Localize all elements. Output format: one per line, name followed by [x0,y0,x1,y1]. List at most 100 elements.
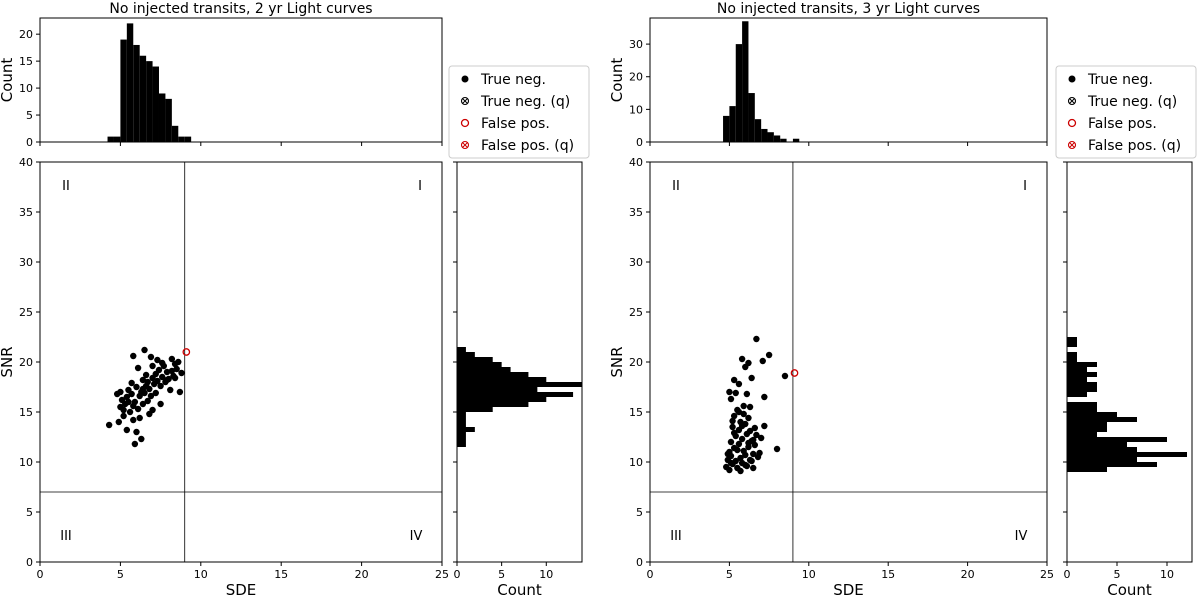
data-point [732,389,739,397]
histogram-bar [1067,362,1097,367]
x-axis-label: SDE [833,581,864,597]
histogram-bar [178,136,185,142]
x-tick-label: 5 [1114,568,1121,581]
data-point [730,376,738,384]
data-point [729,417,736,425]
legend-marker-cross [462,142,468,148]
y-tick-label: 20 [629,356,643,369]
histogram-bar [1067,432,1097,437]
x-tick-label: 0 [454,568,461,581]
data-point [128,379,135,387]
data-point [737,467,744,475]
data-point [727,395,735,403]
data-point [727,459,735,467]
data-point [144,378,151,386]
data-point [743,390,751,398]
histogram-bar [1067,447,1137,452]
y-tick-label: 30 [629,256,643,269]
data-point [761,393,768,401]
legend-label: False pos. [481,116,550,132]
data-point [163,368,171,376]
x-tick-label: 25 [1040,568,1054,581]
legend-label: True neg. (q) [480,94,570,110]
data-point [737,454,744,462]
data-point [751,441,759,449]
legend-marker-cross [1069,98,1075,104]
data-point [134,405,142,413]
histogram-bar [792,138,800,142]
legend: True neg. True neg. (q) False pos. False po… [1055,65,1197,159]
histogram-bar [742,21,749,143]
histogram-bar [457,402,529,407]
legend-label: False pos. (q) [1088,138,1181,154]
histogram-bar [1067,387,1097,392]
data-point [759,357,766,365]
legend-box [1055,65,1197,159]
data-point [138,435,145,443]
data-point [735,440,743,448]
data-point [144,397,151,405]
data-point [738,435,746,443]
histogram-bar [457,417,466,422]
y-tick-label: 15 [19,406,33,419]
data-point [175,358,182,366]
histogram-bar [457,347,466,352]
data-point [735,380,743,388]
legend-marker [1067,118,1077,128]
histogram-bar [457,357,493,362]
histogram-bar [457,372,529,377]
y-tick-label: 0 [26,136,33,149]
data-point [173,365,180,373]
legend-label: True neg. [480,72,546,88]
y-tick-label: 20 [19,28,33,41]
x-tick-label: 10 [539,568,553,581]
histogram-bar [1067,437,1167,442]
data-point [133,383,140,391]
quadrant-label: III [670,529,682,544]
data-point [740,402,747,410]
histogram-bar [120,39,127,142]
x-tick-label: 15 [881,568,895,581]
data-point [178,369,185,377]
data-point [756,449,763,457]
y-tick-label: 20 [629,71,643,84]
y-tick-label: 5 [636,506,643,519]
chart-title: No injected transits, 2 yr Light curves [109,1,372,17]
quadrant-label: IV [410,529,423,544]
data-point [745,439,752,447]
data-point [745,359,752,367]
histogram-bar [729,106,736,142]
data-point [171,374,179,382]
x-axis-label: Count [1107,581,1152,597]
data-point [726,388,733,396]
data-point [133,428,140,436]
data-point [134,364,142,372]
quadrant-label: II [672,179,680,194]
x-tick-label: 10 [1160,568,1174,581]
histogram-bar [107,136,114,142]
histogram-bar [1067,417,1137,422]
data-point [147,392,155,400]
data-point [120,412,127,420]
data-point [765,351,773,359]
histogram-bar [1067,357,1077,362]
histogram-bar [146,61,153,143]
data-point [730,429,738,437]
data-point [753,335,760,343]
data-point [730,412,738,420]
data-point [746,427,754,435]
y-tick-label: 35 [19,206,33,219]
histogram-bar [457,362,502,367]
data-point [751,424,759,432]
histogram-bar [158,93,166,142]
legend-marker [460,96,470,106]
y-tick-label: 0 [636,556,643,569]
histogram-bar [761,128,768,142]
data-point [149,362,156,370]
histogram-bar [457,432,466,437]
y-tick-label: 35 [629,206,643,219]
histogram-bar [1067,352,1077,357]
histogram-bar [1067,367,1087,372]
